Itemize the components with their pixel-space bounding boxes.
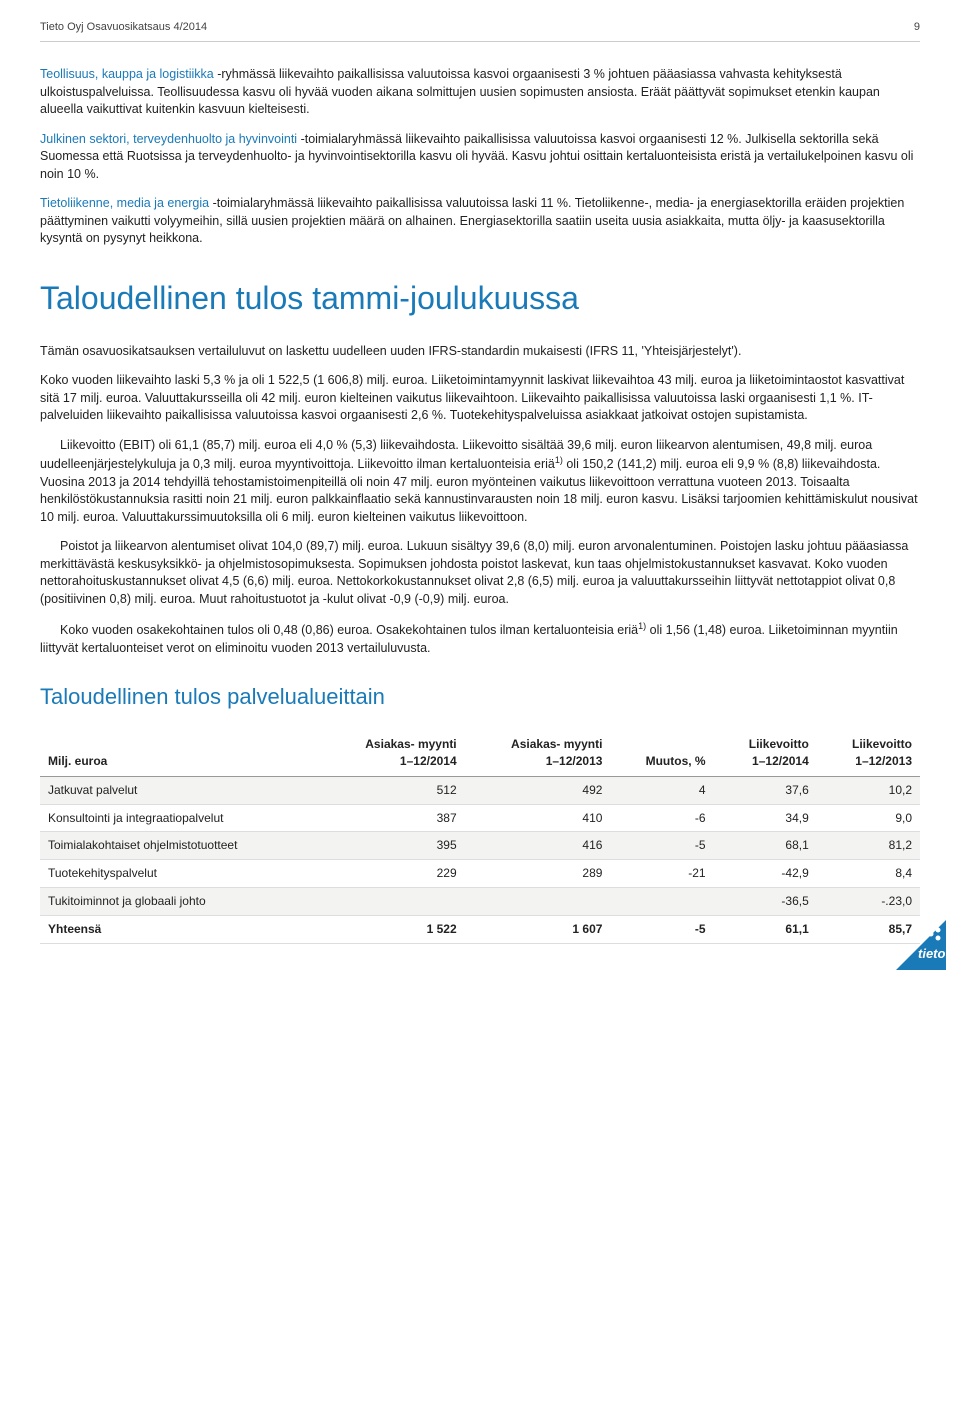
table-cell: 61,1 bbox=[714, 915, 817, 943]
para-ifrs: Tämän osavuosikatsauksen vertailuluvut o… bbox=[40, 343, 920, 361]
para-eps: Koko vuoden osakekohtainen tulos oli 0,4… bbox=[40, 620, 920, 657]
table-cell: -42,9 bbox=[714, 860, 817, 888]
table-cell: Jatkuvat palvelut bbox=[40, 776, 319, 804]
table-cell: 9,0 bbox=[817, 804, 920, 832]
footnote-1: 1) bbox=[555, 455, 563, 465]
table-cell bbox=[610, 888, 713, 916]
table-cell: 4 bbox=[610, 776, 713, 804]
table-cell bbox=[319, 888, 465, 916]
table-row: Konsultointi ja integraatiopalvelut38741… bbox=[40, 804, 920, 832]
table-row: Tukitoiminnot ja globaali johto -36,5-.23… bbox=[40, 888, 920, 916]
telecom-lead: Tietoliikenne, media ja energia bbox=[40, 196, 209, 210]
table-cell: 512 bbox=[319, 776, 465, 804]
table-cell: Konsultointi ja integraatiopalvelut bbox=[40, 804, 319, 832]
para-ebit: Liikevoitto (EBIT) oli 61,1 (85,7) milj.… bbox=[40, 437, 920, 527]
svg-text:tieto: tieto bbox=[918, 946, 946, 961]
table-cell: 1 607 bbox=[465, 915, 611, 943]
financial-table: Milj. euroa Asiakas- myynti1–12/2014 Asi… bbox=[40, 730, 920, 943]
table-cell: -6 bbox=[610, 804, 713, 832]
table-cell: Tukitoiminnot ja globaali johto bbox=[40, 888, 319, 916]
table-cell: -5 bbox=[610, 915, 713, 943]
table-row: Toimialakohtaiset ohjelmistotuotteet3954… bbox=[40, 832, 920, 860]
table-cell: 37,6 bbox=[714, 776, 817, 804]
section-title-financial: Taloudellinen tulos tammi-joulukuussa bbox=[40, 276, 920, 321]
table-cell: -21 bbox=[610, 860, 713, 888]
table-cell: 68,1 bbox=[714, 832, 817, 860]
para-industry: Teollisuus, kauppa ja logistiikka -ryhmä… bbox=[40, 66, 920, 119]
table-cell: 416 bbox=[465, 832, 611, 860]
table-row: Jatkuvat palvelut512492437,610,2 bbox=[40, 776, 920, 804]
table-cell: 410 bbox=[465, 804, 611, 832]
table-cell: 492 bbox=[465, 776, 611, 804]
table-row: Yhteensä1 5221 607-561,185,7 bbox=[40, 915, 920, 943]
col-change: Muutos, % bbox=[610, 730, 713, 776]
col-label: Milj. euroa bbox=[40, 730, 319, 776]
col-profit-2014: Liikevoitto1–12/2014 bbox=[714, 730, 817, 776]
table-cell bbox=[465, 888, 611, 916]
para-revenue: Koko vuoden liikevaihto laski 5,3 % ja o… bbox=[40, 372, 920, 425]
table-cell: -5 bbox=[610, 832, 713, 860]
doc-title: Tieto Oyj Osavuosikatsaus 4/2014 bbox=[40, 21, 207, 33]
table-cell: 1 522 bbox=[319, 915, 465, 943]
para-eps-a: Koko vuoden osakekohtainen tulos oli 0,4… bbox=[60, 624, 638, 638]
public-lead: Julkinen sektori, terveydenhuolto ja hyv… bbox=[40, 132, 297, 146]
col-sales-2014: Asiakas- myynti1–12/2014 bbox=[319, 730, 465, 776]
table-cell: Yhteensä bbox=[40, 915, 319, 943]
table-cell: 81,2 bbox=[817, 832, 920, 860]
table-cell: 8,4 bbox=[817, 860, 920, 888]
tieto-logo: tieto bbox=[876, 920, 946, 970]
table-cell: Toimialakohtaiset ohjelmistotuotteet bbox=[40, 832, 319, 860]
industry-lead: Teollisuus, kauppa ja logistiikka bbox=[40, 67, 214, 81]
table-cell: Tuotekehityspalvelut bbox=[40, 860, 319, 888]
page-number: 9 bbox=[914, 20, 920, 35]
table-cell: 34,9 bbox=[714, 804, 817, 832]
para-public: Julkinen sektori, terveydenhuolto ja hyv… bbox=[40, 131, 920, 184]
table-cell: -.23,0 bbox=[817, 888, 920, 916]
col-sales-2013: Asiakas- myynti1–12/2013 bbox=[465, 730, 611, 776]
table-cell: 395 bbox=[319, 832, 465, 860]
table-cell: 387 bbox=[319, 804, 465, 832]
footnote-1b: 1) bbox=[638, 621, 646, 631]
para-telecom: Tietoliikenne, media ja energia -toimial… bbox=[40, 195, 920, 248]
table-cell: -36,5 bbox=[714, 888, 817, 916]
col-profit-2013: Liikevoitto1–12/2013 bbox=[817, 730, 920, 776]
table-cell: 289 bbox=[465, 860, 611, 888]
table-cell: 10,2 bbox=[817, 776, 920, 804]
table-cell: 229 bbox=[319, 860, 465, 888]
page-header: Tieto Oyj Osavuosikatsaus 4/2014 9 bbox=[40, 20, 920, 42]
subsection-title-service: Taloudellinen tulos palvelualueittain bbox=[40, 682, 920, 713]
table-row: Tuotekehityspalvelut229289-21-42,98,4 bbox=[40, 860, 920, 888]
para-depr: Poistot ja liikearvon alentumiset olivat… bbox=[40, 538, 920, 608]
